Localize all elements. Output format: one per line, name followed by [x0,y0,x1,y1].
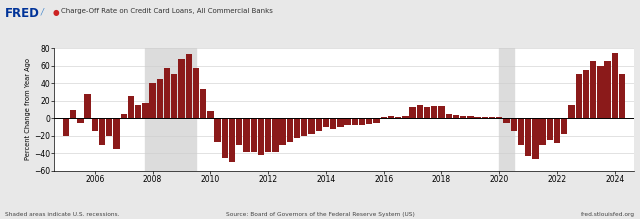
Bar [518,118,524,145]
Bar [561,118,568,134]
Text: Source: Board of Governors of the Federal Reserve System (US): Source: Board of Governors of the Federa… [225,212,415,217]
Bar [171,74,177,118]
Bar [150,83,156,118]
Bar [221,118,228,158]
Bar [301,118,307,136]
Bar [99,118,105,145]
Bar [532,118,538,159]
Bar [84,94,91,118]
Bar [417,105,423,118]
Bar [359,118,365,125]
Bar [265,118,271,152]
Bar [402,116,408,118]
Text: /: / [41,8,44,17]
Bar [424,107,430,118]
Bar [193,68,199,118]
Bar [496,117,502,118]
Text: ●: ● [52,8,59,17]
Text: FRED: FRED [5,7,40,19]
Bar [142,103,148,118]
Bar [120,114,127,118]
Bar [460,116,467,118]
Bar [388,116,394,118]
Bar [499,48,514,171]
Bar [467,116,474,118]
Bar [568,105,575,118]
Bar [452,115,459,118]
Bar [308,118,315,134]
Bar [287,118,293,142]
Bar [186,54,192,118]
Text: Charge-Off Rate on Credit Card Loans, All Commercial Banks: Charge-Off Rate on Credit Card Loans, Al… [61,8,273,14]
Bar [373,118,380,123]
Bar [207,111,214,118]
Bar [113,118,120,149]
Bar [604,61,611,118]
Bar [106,118,113,136]
Bar [128,96,134,118]
Bar [164,68,170,118]
Bar [330,118,337,129]
Bar [612,53,618,118]
Bar [575,74,582,118]
Bar [619,74,625,118]
Bar [272,118,278,152]
Bar [250,118,257,152]
Bar [236,118,243,145]
Bar [344,118,351,125]
Bar [438,106,445,118]
Bar [482,117,488,118]
Bar [540,118,546,145]
Bar [179,59,185,118]
Bar [597,66,604,118]
Bar [583,70,589,118]
Bar [63,118,69,136]
Bar [258,118,264,155]
Bar [316,118,322,131]
Bar [157,79,163,118]
Bar [395,117,401,118]
Y-axis label: Percent Change from Year Ago: Percent Change from Year Ago [26,58,31,161]
Bar [445,114,452,118]
Bar [554,118,560,143]
Bar [351,118,358,125]
Bar [503,118,509,123]
Bar [70,110,76,118]
Bar [337,118,344,127]
Bar [381,117,387,118]
Bar [590,61,596,118]
Bar [214,118,221,142]
Bar [511,118,517,131]
Bar [489,117,495,118]
Bar [77,118,84,123]
Bar [547,118,553,140]
Bar [525,118,531,156]
Bar [294,118,300,138]
Bar [280,118,286,145]
Bar [145,48,196,171]
Text: Shaded areas indicate U.S. recessions.: Shaded areas indicate U.S. recessions. [5,212,120,217]
Bar [229,118,236,162]
Bar [323,118,329,127]
Bar [431,106,438,118]
Bar [366,118,372,124]
Bar [410,107,416,118]
Text: fred.stlouisfed.org: fred.stlouisfed.org [581,212,635,217]
Bar [135,105,141,118]
Bar [200,89,206,118]
Bar [92,118,98,131]
Bar [243,118,250,152]
Bar [474,117,481,118]
